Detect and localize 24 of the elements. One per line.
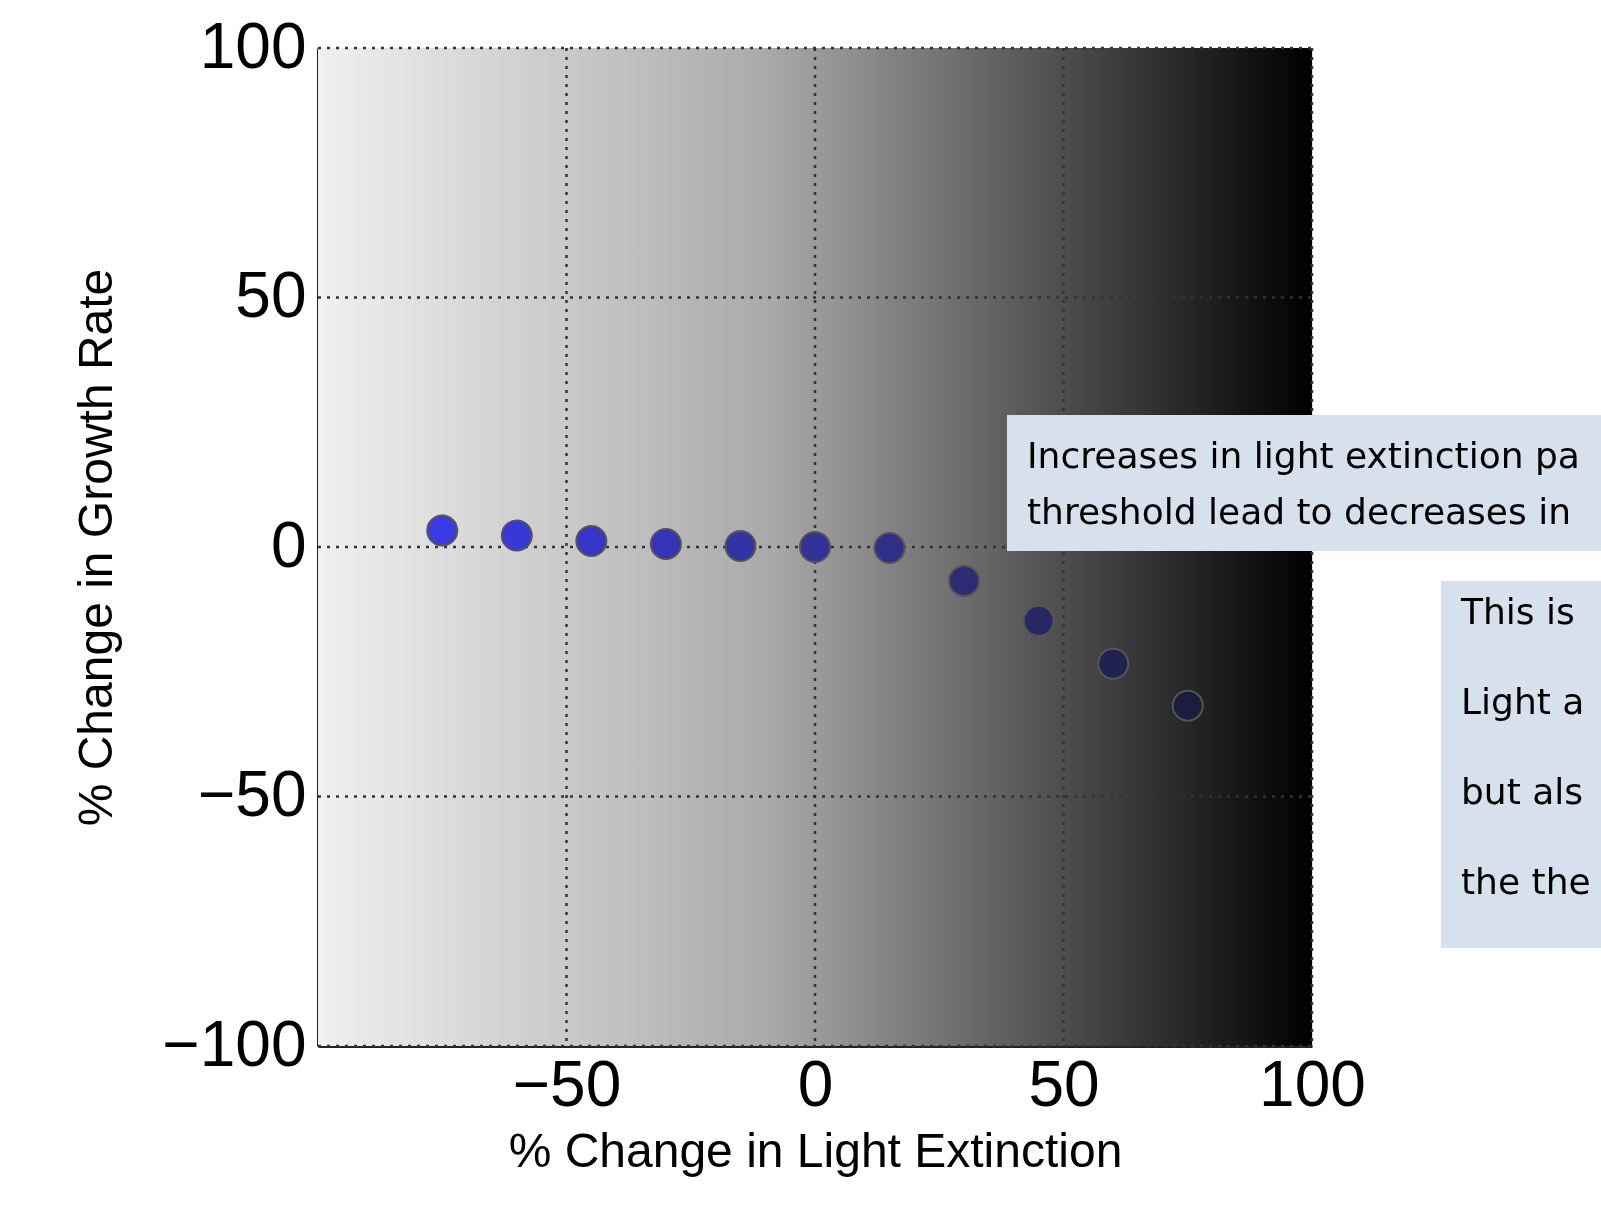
point	[873, 532, 906, 564]
point	[724, 530, 757, 562]
y-tick-label: −50	[197, 758, 307, 830]
point	[575, 525, 608, 557]
x-tick-label: 50	[1028, 1047, 1100, 1120]
point	[1171, 689, 1204, 722]
y-tick-label: −100	[162, 1007, 307, 1080]
x-tick-label: 0	[797, 1047, 834, 1120]
y-tick-label: 50	[235, 259, 307, 331]
annotation: Increases in light extinction pa threshold lead to decreases in	[1027, 435, 1580, 532]
text: This is Light a but als the the	[1461, 591, 1591, 902]
point	[1022, 604, 1055, 637]
x-tick-label: −50	[512, 1047, 622, 1120]
point	[948, 564, 981, 597]
point	[649, 528, 682, 560]
y-tick-label: 0	[270, 508, 307, 581]
point	[426, 514, 459, 547]
x-axis-title: % Change in Light Extinction	[508, 1123, 1123, 1177]
point	[500, 519, 533, 552]
y-tick-label: 100	[199, 9, 307, 82]
y-axis-title: % Change in Growth Rate	[69, 268, 123, 827]
point	[1097, 647, 1130, 680]
point	[799, 531, 831, 563]
x-tick-label: 100	[1259, 1047, 1366, 1120]
